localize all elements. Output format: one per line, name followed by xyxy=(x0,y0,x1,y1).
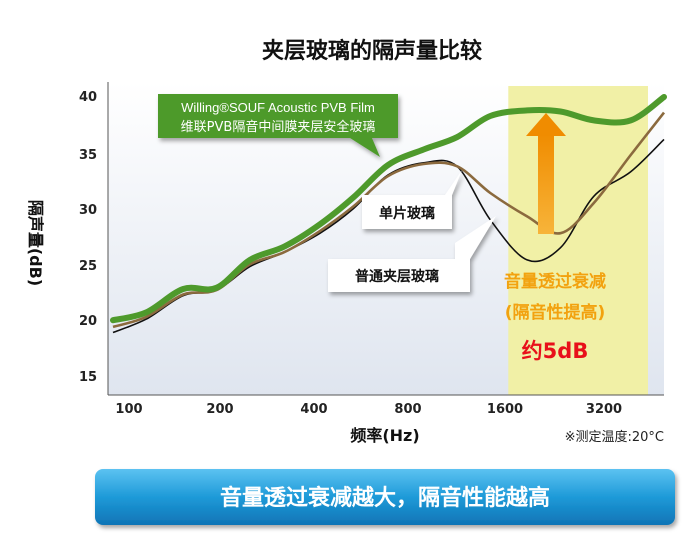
improvement-arrow xyxy=(526,113,566,234)
legend-acoustic-pvb: Willing®SOUF Acoustic PVB Film 维联PVB隔音中间… xyxy=(158,94,398,157)
x-tick-label: 200 xyxy=(206,402,233,417)
y-tick-label: 35 xyxy=(79,148,97,163)
highlight-text-1: 音量透过衰减 xyxy=(504,271,606,292)
highlight-band xyxy=(508,86,648,395)
legend-single-pane-label: 单片玻璃 xyxy=(379,205,435,222)
x-tick-label: 800 xyxy=(394,402,421,417)
legend-acoustic-pvb-label: Willing®SOUF Acoustic PVB Film xyxy=(181,100,375,115)
legend-acoustic-pvb-box xyxy=(158,94,398,157)
x-tick-label: 1600 xyxy=(487,402,523,417)
x-tick-label: 100 xyxy=(115,402,142,417)
x-axis-label: 频率(Hz) xyxy=(350,426,419,445)
legend-standard-laminated: 普通夹层玻璃 xyxy=(328,216,496,292)
y-tick-label: 40 xyxy=(79,90,97,105)
y-axis-label: 隔声量(dB) xyxy=(26,200,45,286)
x-tick-label: 400 xyxy=(300,402,327,417)
legend-single-pane-box xyxy=(362,170,462,229)
legend-acoustic-pvb-label-cn: 维联PVB隔音中间膜夹层安全玻璃 xyxy=(181,119,376,135)
series-line-acoustic-pvb xyxy=(110,94,667,324)
improvement-arrow-shaft xyxy=(538,134,554,234)
x-tick-label: 3200 xyxy=(586,402,622,417)
conclusion-banner-box xyxy=(95,469,675,525)
y-tick-label: 30 xyxy=(79,203,97,218)
highlight-text-3: 约5dB xyxy=(522,339,589,363)
highlight-text-2: (隔音性提高) xyxy=(505,302,606,323)
legend-single-pane: 单片玻璃 xyxy=(362,170,462,229)
chart-title: 夹层玻璃的隔声量比较 xyxy=(262,38,482,64)
y-tick-label: 25 xyxy=(79,259,97,274)
series-line-single-pane xyxy=(112,111,666,329)
improvement-arrow-head xyxy=(526,113,566,136)
y-tick-label: 15 xyxy=(79,370,97,385)
conclusion-banner-text: 音量透过衰减越大，隔音性能越高 xyxy=(220,485,550,511)
legend-standard-laminated-label: 普通夹层玻璃 xyxy=(355,268,439,285)
y-tick-label: 20 xyxy=(79,314,97,329)
legend-standard-laminated-box xyxy=(328,216,496,292)
conclusion-banner: 音量透过衰减越大，隔音性能越高 xyxy=(95,469,675,525)
temperature-note: ※测定温度:20°C xyxy=(565,429,664,445)
